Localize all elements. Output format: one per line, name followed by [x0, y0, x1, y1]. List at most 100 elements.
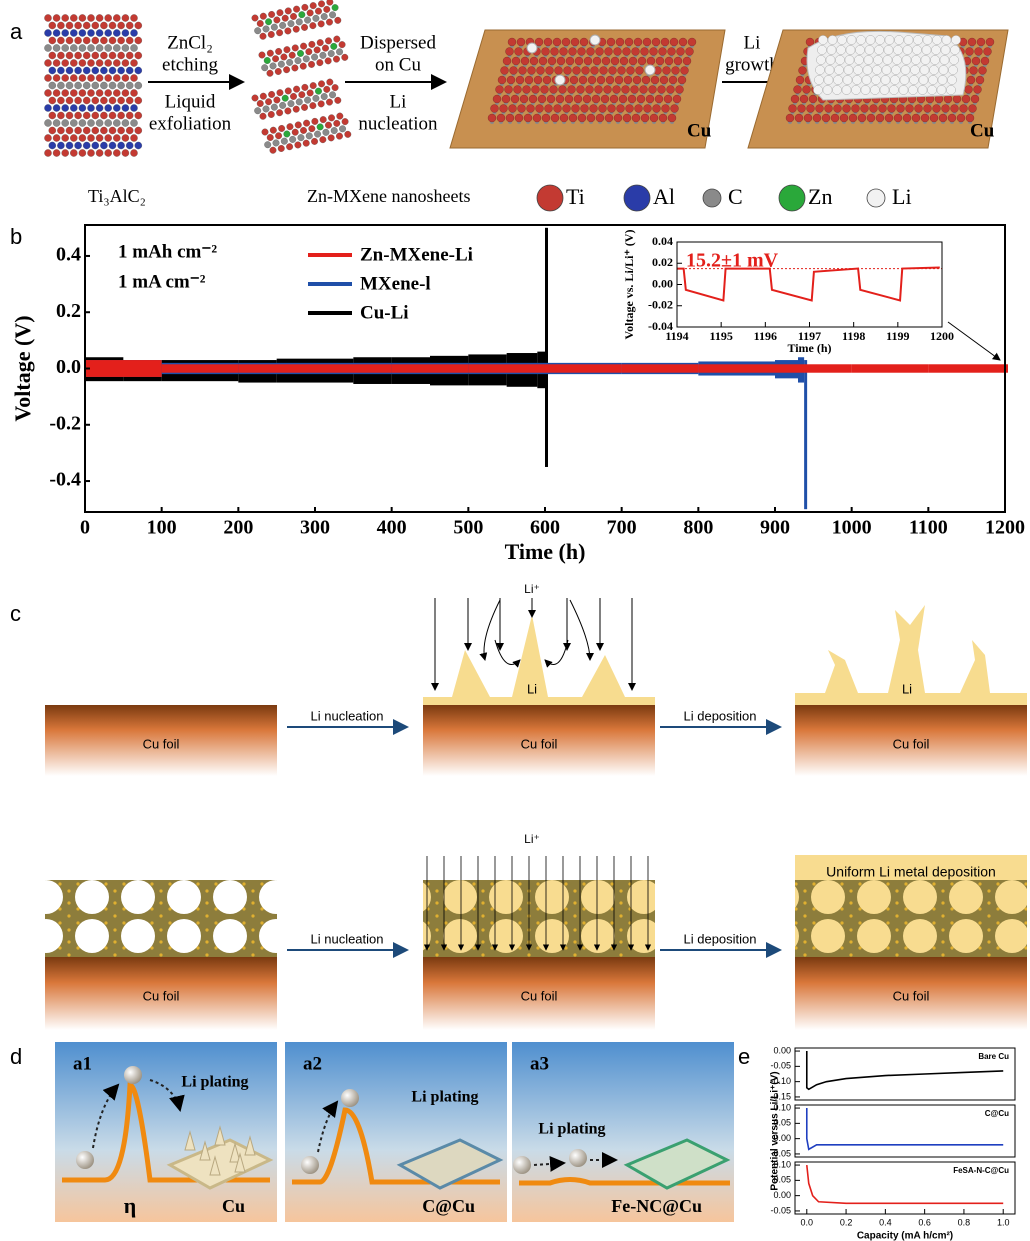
- atom: [897, 105, 905, 113]
- atom: [932, 35, 941, 44]
- atom: [284, 27, 292, 35]
- arrow-label: Li: [390, 91, 407, 112]
- atom: [884, 45, 893, 54]
- atom: [632, 114, 640, 122]
- series-label: Bare Cu: [978, 1052, 1009, 1061]
- atom: [543, 76, 551, 84]
- atom: [266, 134, 274, 142]
- atom: [92, 112, 99, 119]
- atom: [66, 82, 73, 89]
- atom: [641, 114, 649, 122]
- legend-label: Ti: [566, 184, 585, 209]
- atom: [900, 75, 909, 84]
- atom: [130, 89, 137, 96]
- lattice: [423, 880, 655, 957]
- li-atom: [513, 1156, 531, 1174]
- arrow-label: Dispersed: [360, 32, 436, 53]
- atom: [626, 105, 634, 113]
- atom: [649, 86, 657, 94]
- atom: [507, 76, 515, 84]
- atom: [921, 114, 929, 122]
- atom: [658, 86, 666, 94]
- y-tick-label: -0.05: [770, 1205, 791, 1215]
- atom: [87, 44, 94, 51]
- material-label: Ti₃AlC₂: [88, 186, 146, 206]
- atom: [87, 29, 94, 36]
- atom: [96, 104, 103, 111]
- atom: [941, 45, 950, 54]
- y-tick-label: 0.00: [773, 1190, 791, 1200]
- atom: [641, 48, 649, 56]
- atom: [659, 48, 667, 56]
- atom: [951, 35, 960, 44]
- atom: [79, 89, 86, 96]
- atom: [326, 18, 334, 26]
- atom: [44, 74, 51, 81]
- atom: [883, 55, 892, 64]
- legend-label: Zn-MXene-Li: [360, 244, 473, 265]
- atom: [294, 57, 302, 65]
- atom: [262, 105, 270, 113]
- li-atom: [341, 1089, 359, 1107]
- atom: [331, 4, 339, 12]
- atom: [979, 67, 987, 75]
- atom: [83, 142, 90, 149]
- atom: [931, 45, 940, 54]
- atom: [259, 12, 267, 20]
- atom: [100, 37, 107, 44]
- atom: [559, 86, 567, 94]
- atom: [254, 107, 262, 115]
- atom: [295, 98, 303, 106]
- y-tick-label: 0.4: [56, 244, 81, 266]
- lattice: [45, 880, 277, 957]
- atom: [53, 149, 60, 156]
- atom: [109, 52, 116, 59]
- atom: [856, 35, 865, 44]
- atom: [610, 95, 618, 103]
- atom: [53, 74, 60, 81]
- atom: [100, 112, 107, 119]
- atom: [972, 57, 980, 65]
- atom: [62, 44, 69, 51]
- atom: [879, 105, 887, 113]
- atom: [834, 65, 843, 74]
- atom: [49, 127, 56, 134]
- atom: [105, 134, 112, 141]
- atom: [294, 141, 302, 149]
- atom: [92, 37, 99, 44]
- atom: [113, 119, 120, 126]
- atom: [596, 48, 604, 56]
- atom: [66, 142, 73, 149]
- atom: [542, 114, 550, 122]
- substrate-label: C@Cu: [422, 1196, 475, 1216]
- atom: [803, 86, 811, 94]
- atom: [79, 44, 86, 51]
- x-tick-label: 1.0: [997, 1217, 1010, 1227]
- atom: [118, 97, 125, 104]
- atom: [563, 105, 571, 113]
- atom: [903, 45, 912, 54]
- atom: [674, 57, 682, 65]
- atom: [644, 105, 652, 113]
- plot-frame: [795, 1105, 1015, 1157]
- atom: [623, 48, 631, 56]
- atom: [126, 52, 133, 59]
- atom: [609, 67, 617, 75]
- atom: [949, 55, 958, 64]
- ion-label: Li: [902, 681, 912, 696]
- atom: [847, 35, 856, 44]
- atom: [843, 105, 851, 113]
- atom: [275, 132, 283, 140]
- atom: [532, 86, 540, 94]
- atom: [118, 142, 125, 149]
- voltage-band: [162, 364, 239, 372]
- atom: [269, 146, 277, 154]
- atom: [44, 119, 51, 126]
- atom: [791, 95, 799, 103]
- atom: [568, 86, 576, 94]
- atom: [582, 67, 590, 75]
- nanosheet: [251, 77, 342, 121]
- data-line: [807, 1108, 1003, 1149]
- atom: [670, 38, 678, 46]
- atom: [75, 97, 82, 104]
